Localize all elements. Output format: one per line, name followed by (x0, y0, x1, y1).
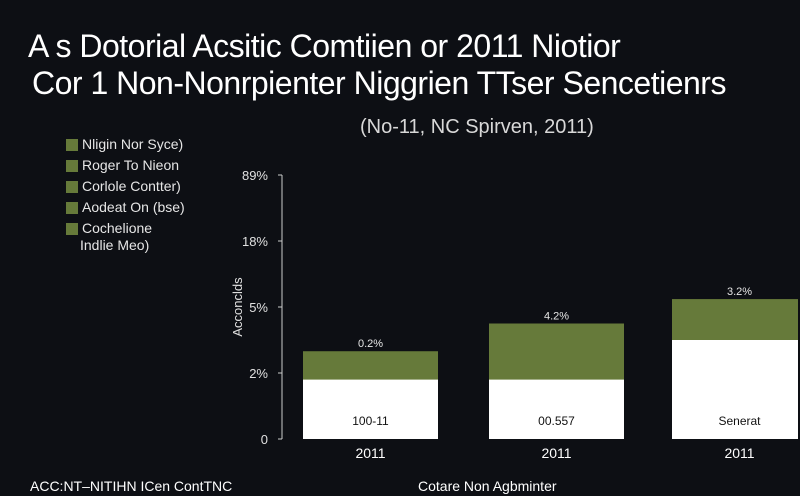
bar-base (303, 379, 438, 439)
y-axis-title: Acconclds (230, 277, 245, 337)
bar-top-label: 4.2% (544, 311, 569, 323)
x-tick-label: 2011 (541, 445, 571, 461)
bar-base-label: Senerat (718, 414, 761, 428)
legend-swatch (66, 202, 78, 214)
legend-label: Aodeat On (bse) (82, 199, 185, 215)
x-tick-label: 2011 (355, 445, 385, 461)
bar-base-label: 100-11 (352, 414, 389, 428)
x-axis-title: Cotare Non Agbminter (418, 478, 557, 494)
legend-swatch (66, 139, 78, 151)
legend-swatch (66, 160, 78, 172)
legend-label: Corlole Contter) (82, 178, 181, 194)
y-tick-label: 2% (249, 366, 268, 381)
chart-subtitle: (No-11, NC Spirven, 2011) (360, 116, 594, 138)
bar-base-label: 00.557 (538, 414, 575, 428)
bar-base (489, 379, 624, 439)
legend-label: Cochelione Indlie Meo) (80, 220, 153, 254)
legend-label-line1: Cochelione (82, 220, 153, 236)
bar-top-label: 0.2% (358, 338, 383, 350)
chart-title: A s Dotorial Acsitic Comtiien or 2011 Ni… (28, 28, 621, 64)
y-tick-label: 0 (261, 432, 268, 447)
legend-swatch (66, 181, 78, 193)
y-tick-label: 18% (242, 234, 268, 249)
y-tick-label: 89% (242, 168, 268, 183)
legend-label-line2: Indlie Meo) (80, 237, 150, 253)
legend-label: Roger To Nieon (82, 157, 180, 173)
legend-swatch (66, 223, 78, 235)
footer-note: ACC:NT–NITIHN ICen ContTNC (30, 478, 233, 494)
y-tick-label: 5% (249, 300, 268, 315)
chart-title-line2: Cor 1 Non-Nonrpienter Niggrien TTser Sen… (32, 65, 726, 101)
x-tick-label: 2011 (724, 445, 754, 461)
bar-base (672, 340, 798, 439)
bar-top-label: 3.2% (727, 286, 752, 298)
legend-label: Nligin Nor Syce) (82, 136, 184, 152)
